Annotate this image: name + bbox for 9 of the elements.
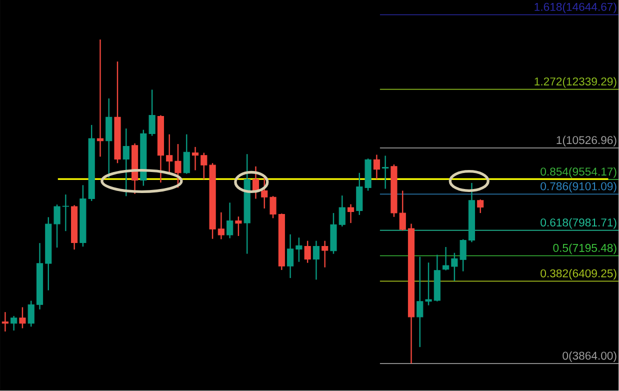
ref-line-label: 0.854(9554.17)	[540, 167, 616, 178]
ref-line-label: 0.382(6409.25)	[540, 269, 616, 280]
ref-line-label: 1.618(14644.67)	[534, 2, 616, 14]
ref-line-label: 0(3864.00)	[562, 352, 616, 362]
ref-line-label: 0.618(7981.71)	[540, 218, 616, 229]
ref-line-label: 1.272(12339.29)	[534, 77, 616, 88]
ref-line-label: 0.5(7195.48)	[553, 244, 616, 254]
ref-line-label: 1(10526.96)	[556, 136, 616, 146]
ref-line-label: 0.786(9101.09)	[540, 182, 616, 193]
